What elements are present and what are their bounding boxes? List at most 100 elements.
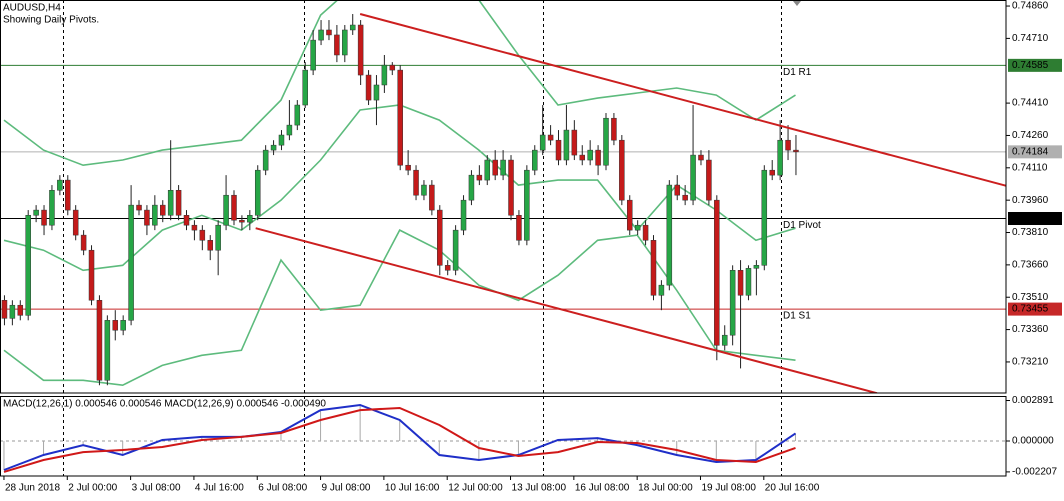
candle-body (381, 64, 388, 86)
current-price-label: 0.74184 (1012, 146, 1049, 157)
candle-body (437, 209, 443, 266)
candle-body (516, 215, 522, 241)
main-frame (0, 0, 1007, 394)
candle-body (611, 117, 617, 141)
candle-body (571, 129, 578, 156)
candle-body (460, 199, 467, 231)
candle-body (262, 149, 269, 171)
candle-body (25, 215, 31, 316)
candle-body (634, 224, 641, 231)
macd-line (3, 406, 796, 473)
candle-body (144, 209, 150, 226)
candle-body (254, 169, 261, 216)
candle-body (49, 189, 55, 226)
symbol: AUDUSD,H4 (3, 3, 61, 14)
candle-body (17, 304, 24, 316)
macd-frame (0, 396, 1007, 477)
axes: 0.74860 0.74710 0.74410 0.74260 0.74110 0.739… (3, 1, 1062, 494)
y-tick-label: 0.73960 (1012, 195, 1049, 206)
candle-body (310, 39, 316, 71)
candle-body (167, 189, 174, 216)
candle-body (421, 184, 427, 196)
candle-body (508, 159, 514, 216)
candle-body (484, 159, 491, 181)
candle-body (152, 204, 158, 226)
candle-body (682, 194, 688, 201)
x-tick-label: 16 Jul 08:00 (575, 483, 630, 494)
candle-body (563, 129, 570, 161)
candle-body (476, 174, 483, 181)
candle-body (278, 134, 285, 146)
candle-body (492, 159, 498, 176)
candle-body (579, 154, 586, 161)
candle-body (468, 174, 475, 201)
candle-body (294, 104, 301, 126)
candle-body (365, 74, 372, 101)
candle-body (286, 124, 293, 136)
candle-body (714, 199, 720, 346)
candle-body (357, 24, 364, 76)
candle-body (721, 334, 728, 346)
y-tick-label: 0.74710 (1012, 33, 1049, 44)
x-tick-label: 3 Jul 08:00 (132, 483, 181, 494)
candle-body (57, 179, 63, 191)
pivot-name: D1 R1 (783, 67, 812, 78)
x-tick-label: 9 Jul 08:00 (322, 483, 371, 494)
y-tick-label: 0.73810 (1012, 227, 1049, 238)
candle-body (524, 169, 530, 241)
candle-body (80, 234, 87, 251)
candle-body (745, 268, 752, 296)
candle-body (587, 149, 593, 161)
candle-body (215, 224, 221, 251)
period-separators (63, 0, 782, 476)
candle-body (65, 179, 71, 211)
candle-body (33, 209, 39, 216)
y-tick-label: 0.73660 (1012, 260, 1049, 271)
candle-body (413, 169, 419, 196)
pivot-label: 0.73875 (1012, 213, 1049, 224)
pivot-box (1008, 58, 1062, 72)
candle-body (223, 194, 229, 226)
x-tick-label: 10 Jul 16:00 (385, 483, 440, 494)
candle-body (183, 215, 190, 226)
candle-body (444, 265, 451, 271)
pivot-name: D1 Pivot (783, 220, 821, 231)
candle-body (690, 154, 696, 201)
candle-body (500, 159, 506, 176)
candle-body (199, 229, 206, 241)
candle-body (777, 139, 783, 176)
candle-body (334, 34, 340, 56)
candle-body (72, 209, 79, 236)
candle-body (342, 29, 348, 56)
x-tick-label: 28 Jun 2018 (5, 483, 60, 494)
candle-body (191, 224, 198, 231)
x-tick-label: 4 Jul 16:00 (195, 483, 244, 494)
candle-body (112, 320, 119, 331)
candle-body (555, 139, 562, 161)
y-tick-label: 0.73210 (1012, 357, 1049, 368)
candle-body (619, 139, 625, 201)
y-tick-label: 0.73510 (1012, 292, 1049, 303)
candle-body (9, 304, 16, 319)
trendline (359, 13, 1006, 187)
macd-y-tick-label: 0.000000 (1012, 436, 1054, 447)
candle-body (128, 204, 134, 321)
candle-body (674, 184, 680, 196)
candle-body (239, 219, 245, 223)
candle-body (96, 300, 103, 381)
x-tick-label: 2 Jul 00:00 (68, 483, 117, 494)
y-tick-label: 0.73360 (1012, 324, 1049, 335)
y-tick-label: 0.74860 (1012, 1, 1049, 12)
candle-body (698, 154, 704, 161)
candle-body (231, 194, 237, 221)
candle-body (175, 189, 182, 216)
candle-body (626, 199, 633, 231)
candle-body (349, 24, 356, 31)
x-tick-label: 13 Jul 08:00 (512, 483, 567, 494)
macd-panel (0, 403, 1006, 473)
candle-body (769, 169, 775, 176)
candle-body (666, 184, 673, 286)
